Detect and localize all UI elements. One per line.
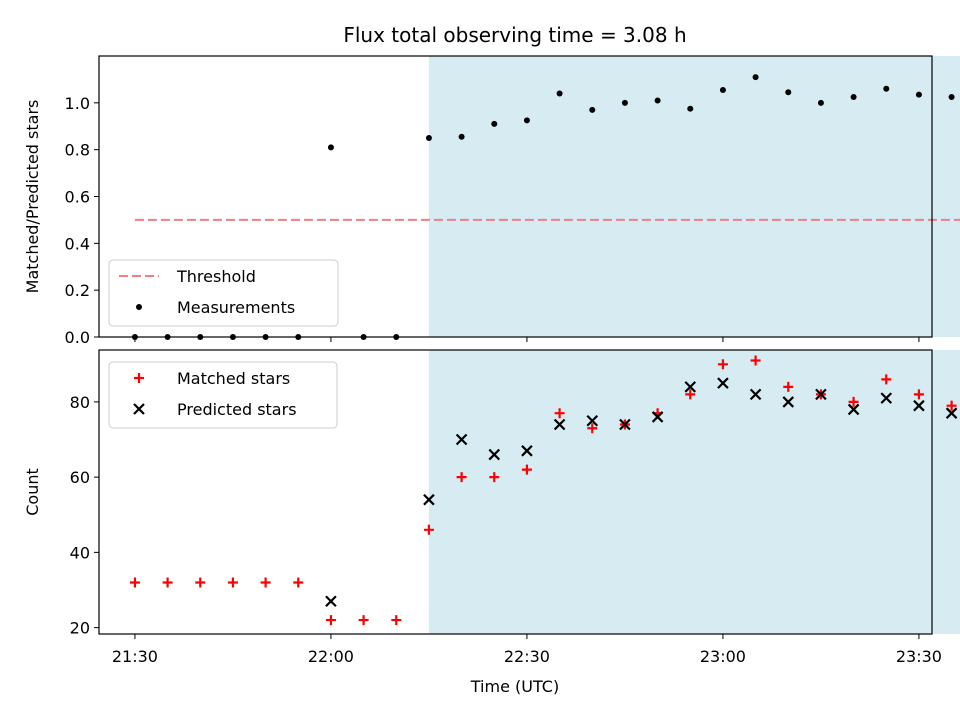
y-axis-label: Matched/Predicted stars	[23, 100, 42, 294]
x-tick-label: 21:30	[112, 647, 158, 666]
data-point	[129, 577, 140, 588]
data-point	[553, 418, 566, 431]
observing-window	[428, 350, 960, 634]
data-point	[327, 144, 334, 151]
data-point	[719, 86, 726, 93]
x-tick-label: 22:00	[308, 647, 354, 666]
data-point	[782, 396, 795, 408]
data-point	[752, 74, 759, 81]
legend-label: Predicted stars	[177, 400, 297, 419]
data-point	[651, 411, 664, 423]
y-tick-label: 20	[70, 619, 90, 638]
data-point	[423, 493, 435, 506]
data-point	[621, 99, 628, 106]
legend-label: Measurements	[177, 298, 295, 317]
y-tick-label: 0.0	[65, 328, 90, 347]
data-point	[489, 472, 500, 483]
ratio-panel: 0.0 0.2 0.4 0.6 0.8 1.0 Matched/Predicted star…	[23, 55, 960, 347]
x-tick-label: 22:30	[504, 647, 550, 666]
data-point	[456, 472, 467, 483]
data-point	[619, 418, 631, 431]
legend-box	[108, 259, 339, 327]
data-point	[687, 105, 694, 112]
y-tick-label: 0.2	[65, 281, 90, 300]
data-point	[425, 134, 432, 141]
data-point	[325, 595, 337, 608]
data-point	[749, 388, 762, 401]
legend-label: Matched stars	[177, 369, 290, 388]
data-point	[491, 120, 498, 127]
data-point	[915, 91, 922, 98]
data-point	[717, 359, 728, 370]
data-point	[556, 90, 563, 97]
x-axis-label: Time (UTC)	[470, 677, 559, 696]
data-point	[391, 615, 402, 626]
data-point	[684, 381, 697, 393]
chart-title: Flux total observing time = 3.08 h	[343, 23, 686, 47]
data-point	[589, 106, 596, 113]
data-point	[325, 615, 336, 626]
observing-window	[428, 56, 960, 337]
data-point	[850, 93, 857, 100]
data-point	[945, 407, 958, 419]
data-point	[848, 396, 859, 407]
data-point	[488, 448, 501, 461]
data-point	[883, 85, 890, 92]
data-point	[358, 615, 369, 626]
y-tick-label: 0.8	[65, 141, 90, 160]
data-point	[654, 97, 661, 104]
data-point	[521, 464, 532, 475]
data-point	[521, 445, 533, 457]
data-point	[554, 408, 565, 419]
y-tick-label: 80	[70, 393, 90, 412]
y-tick-label: 0.6	[65, 188, 90, 207]
y-tick-label: 60	[70, 468, 90, 487]
data-point	[815, 388, 827, 401]
data-point	[455, 433, 468, 446]
data-point	[227, 577, 238, 588]
data-point	[162, 577, 173, 588]
data-point	[750, 355, 761, 366]
data-point	[523, 117, 530, 124]
data-point	[260, 577, 271, 588]
data-point	[783, 381, 794, 392]
y-axis-label: Count	[23, 468, 42, 516]
x-tick-label: 23:00	[700, 647, 746, 666]
legend-box	[108, 361, 338, 429]
data-point	[880, 392, 893, 404]
legend: Matched stars Predicted stars	[108, 361, 338, 429]
y-tick-label: 0.4	[65, 234, 90, 253]
plot-frame	[98, 55, 933, 338]
data-point	[423, 524, 434, 535]
data-point	[847, 403, 860, 416]
legend-swatch	[136, 304, 142, 310]
data-point	[817, 99, 824, 106]
data-point	[717, 377, 729, 389]
data-point	[948, 93, 955, 100]
data-point	[881, 374, 892, 385]
data-point	[293, 577, 304, 588]
y-tick-label: 40	[70, 543, 90, 562]
legend-swatch	[134, 373, 144, 383]
data-point	[946, 400, 957, 411]
legend-label: Threshold	[176, 267, 256, 286]
data-point	[785, 89, 792, 96]
y-tick-label: 1.0	[65, 94, 90, 113]
data-point	[586, 414, 599, 427]
legend-swatch	[133, 403, 145, 415]
data-point	[195, 577, 206, 588]
data-point	[913, 399, 925, 412]
data-point	[587, 423, 598, 434]
plot-frame	[98, 349, 933, 635]
x-tick-label: 23:30	[896, 647, 942, 666]
data-point	[685, 389, 696, 400]
legend: Threshold Measurements	[108, 259, 339, 327]
data-point	[913, 389, 924, 400]
count-panel: 21:3022:0022:3023:0023:3000:0000:3001:00…	[23, 349, 960, 666]
series-predicted-stars	[325, 377, 958, 608]
data-point	[458, 133, 465, 140]
